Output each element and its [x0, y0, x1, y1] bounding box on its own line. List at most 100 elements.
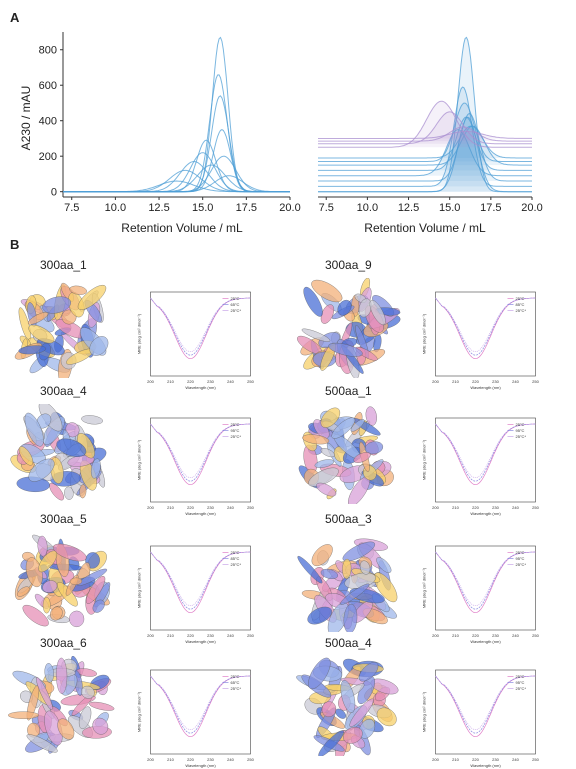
x-tick-label: 15.0 — [439, 202, 460, 214]
series-fill — [318, 117, 532, 171]
helix-shape — [69, 285, 87, 295]
cd-x-tick-label: 230 — [492, 757, 499, 762]
cd-legend-label: 25°C — [231, 674, 240, 679]
x-tick-label: 17.5 — [480, 202, 501, 214]
helix-shape — [297, 555, 323, 584]
series-line — [318, 130, 532, 139]
helix-shape — [56, 657, 68, 694]
cd-spectrum-chart: 200 210 220 230 240 250 Wavelength (nm) MRE (de… — [137, 545, 255, 644]
protein-name: 300aa_1 — [40, 258, 87, 272]
cd-frame — [150, 417, 251, 503]
helix-shape — [64, 486, 74, 500]
cd-x-axis-title: Wavelength (nm) — [470, 763, 501, 768]
series-line — [63, 139, 290, 193]
cd-x-tick-label: 220 — [472, 379, 479, 384]
helix-shape — [350, 419, 365, 432]
helix-shape — [369, 299, 386, 326]
cd-x-tick-label: 200 — [147, 757, 154, 762]
cd-legend-label: 25°C — [231, 296, 240, 301]
y-tick-label: 400 — [39, 116, 57, 128]
protein-name: 300aa_5 — [40, 512, 87, 526]
cd-legend-label: 95°C — [231, 428, 240, 433]
helix-shape — [42, 597, 51, 614]
cd-legend-label: 25°C — [516, 422, 525, 427]
series-line — [318, 125, 532, 159]
chromatogram-1: 7.5 10.0 12.5 15.0 17.5 20.0 — [318, 36, 543, 214]
x-axis-title-left: Retention Volume / mL — [121, 221, 243, 235]
series-line — [318, 113, 532, 182]
cd-x-tick-label: 220 — [187, 379, 194, 384]
cd-x-tick-label: 250 — [532, 379, 539, 384]
cd-spectrum-chart: 200 210 220 230 240 250 Wavelength (nm) MRE (de… — [137, 669, 255, 768]
cd-x-tick-label: 240 — [227, 757, 234, 762]
cd-series-line — [150, 423, 251, 482]
helix-shape — [320, 448, 335, 458]
protein-structure-image — [298, 406, 394, 504]
cd-x-tick-label: 220 — [472, 633, 479, 638]
cd-spectrum-chart: 200 210 220 230 240 250 Wavelength (nm) MRE (de… — [422, 291, 540, 390]
helix-shape — [365, 406, 377, 426]
cd-x-tick-label: 240 — [512, 633, 519, 638]
helix-shape — [358, 719, 376, 739]
series-fill — [318, 37, 532, 192]
helix-shape — [81, 415, 103, 425]
helix-shape — [38, 550, 58, 573]
y-axis-title: A230 / mAU — [19, 86, 33, 151]
x-tick-label: 10.0 — [105, 202, 126, 214]
cd-x-tick-label: 210 — [167, 379, 174, 384]
cd-series-line — [435, 551, 536, 610]
cd-x-axis-title: Wavelength (nm) — [185, 511, 216, 516]
cd-spectrum-chart: 200 210 220 230 240 250 Wavelength (nm) MRE (de… — [422, 669, 540, 768]
cd-x-tick-label: 210 — [452, 505, 459, 510]
cd-legend-label: 25°C — [231, 550, 240, 555]
x-tick-label: 7.5 — [64, 202, 79, 214]
series-fill — [318, 103, 532, 162]
cd-x-tick-label: 250 — [247, 505, 254, 510]
protein-structure-image — [10, 404, 107, 501]
protein-name: 500aa_1 — [325, 384, 372, 398]
x-tick-label: 10.0 — [357, 202, 378, 214]
series-line — [318, 100, 532, 148]
cd-frame — [435, 545, 536, 631]
cd-x-tick-label: 200 — [147, 633, 154, 638]
helix-shape — [17, 586, 30, 597]
series-line — [318, 36, 532, 193]
series-fill — [318, 113, 532, 181]
cd-x-tick-label: 200 — [432, 757, 439, 762]
helix-shape — [28, 458, 55, 482]
cd-x-tick-label: 240 — [227, 633, 234, 638]
helix-shape — [77, 285, 107, 310]
cd-frame — [150, 291, 251, 377]
helix-shape — [308, 657, 331, 690]
x-tick-label: 15.0 — [192, 202, 213, 214]
cd-spectrum-chart: 200 210 220 230 240 250 Wavelength (nm) MRE (de… — [422, 545, 540, 644]
cd-legend-label: 25°C — [231, 422, 240, 427]
cd-y-axis-title: MRE (deg cm² dmol⁻¹) — [422, 567, 427, 608]
panel-a-chromatograms: 7.5 10.0 12.5 15.0 17.5 20.0 0 200 400 600 800 7.5 1… — [19, 32, 543, 235]
cd-x-tick-label: 220 — [187, 633, 194, 638]
x-tick-label: 20.0 — [279, 202, 300, 214]
cd-legend-label: 25°C* — [231, 308, 242, 313]
protein-structure-image — [297, 278, 401, 378]
helix-shape — [8, 711, 39, 719]
helix-shape — [340, 583, 370, 605]
x-tick-label: 7.5 — [319, 202, 334, 214]
x-tick-label: 17.5 — [236, 202, 257, 214]
protein-name: 500aa_3 — [325, 512, 372, 526]
cd-series-line — [150, 675, 251, 734]
x-tick-label: 12.5 — [398, 202, 419, 214]
cd-x-tick-label: 200 — [432, 379, 439, 384]
cd-x-axis-title: Wavelength (nm) — [185, 639, 216, 644]
cd-spectrum-chart: 200 210 220 230 240 250 Wavelength (nm) MRE (de… — [422, 417, 540, 516]
cd-x-tick-label: 210 — [452, 379, 459, 384]
cd-x-tick-label: 210 — [167, 505, 174, 510]
protein-name: 300aa_9 — [325, 258, 372, 272]
cd-series-line — [435, 675, 536, 734]
cd-legend-label: 25°C — [516, 674, 525, 679]
helix-shape — [50, 606, 63, 621]
helix-shape — [85, 575, 106, 604]
helix-shape — [343, 604, 358, 632]
series-line — [318, 86, 532, 187]
helix-shape — [376, 557, 392, 573]
cd-x-tick-label: 230 — [207, 379, 214, 384]
